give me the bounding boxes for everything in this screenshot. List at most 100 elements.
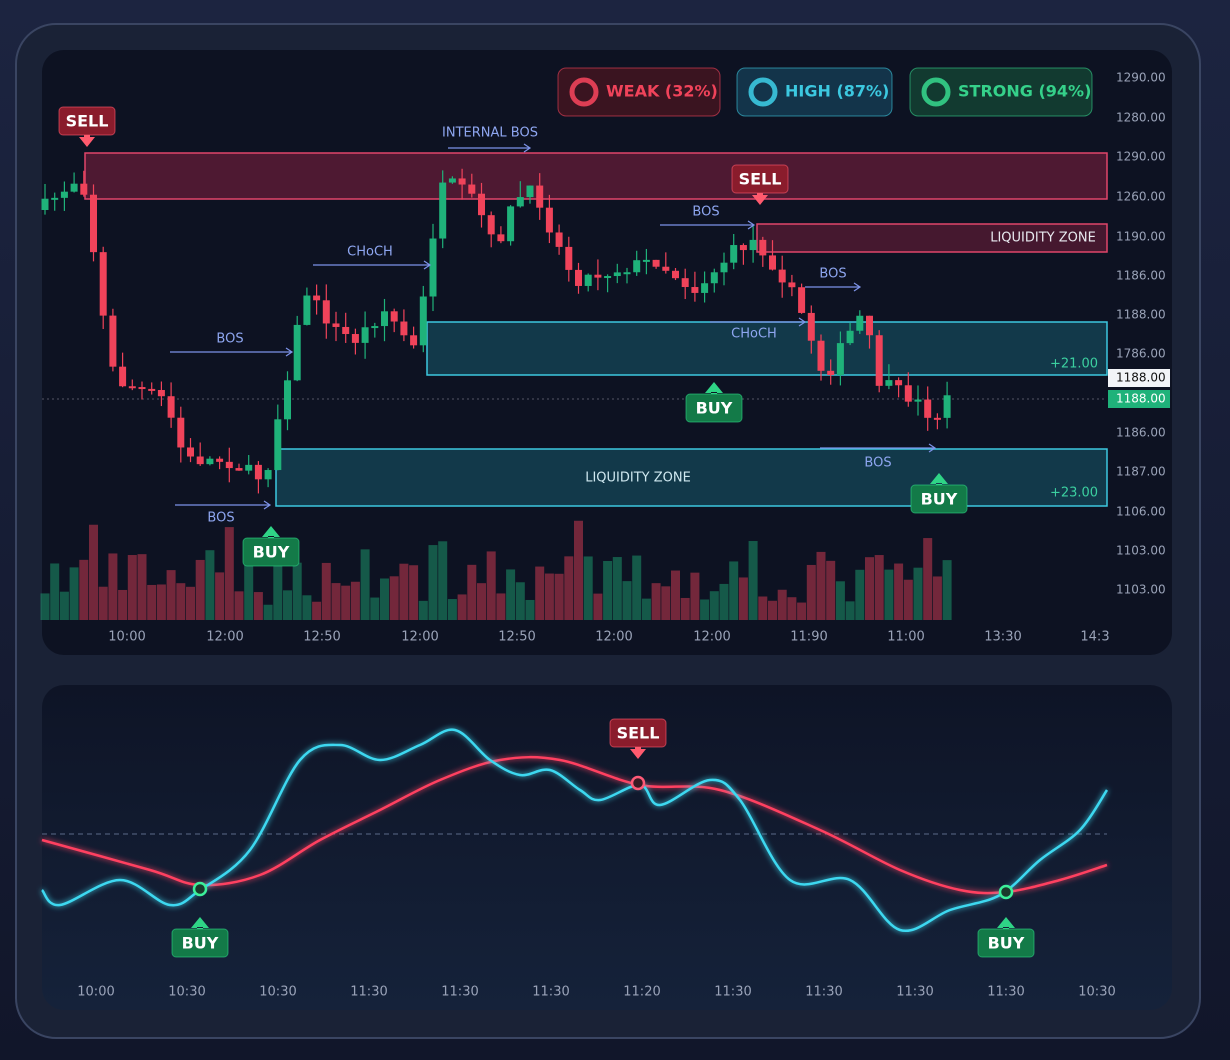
volume-bar: [467, 564, 477, 620]
volume-bar: [884, 569, 894, 620]
strength-badge: [557, 67, 721, 117]
candle-body: [943, 395, 951, 418]
volume-bar: [186, 586, 195, 620]
candle-body: [885, 380, 893, 386]
price-tick-label: 1290.00: [1116, 150, 1166, 164]
supply-zone: [756, 223, 1108, 253]
candle-body: [361, 327, 369, 343]
volume-bar: [253, 592, 263, 620]
candle-body: [827, 370, 835, 376]
osc-time-label: 11:30: [805, 985, 842, 1000]
candle-body: [322, 300, 330, 324]
volume-bar: [797, 602, 807, 620]
time-tick-label: 12:50: [498, 630, 535, 645]
volume-bar: [40, 593, 50, 620]
signal-arrow: [630, 746, 646, 759]
signal-label: BUY: [182, 934, 219, 953]
candle-body: [177, 417, 185, 448]
candle-body: [167, 396, 175, 418]
volume-bar: [680, 597, 690, 620]
candle-body: [254, 464, 262, 480]
candle-body: [575, 269, 582, 286]
volume-bar: [380, 578, 389, 620]
volume-bar: [709, 591, 719, 620]
volume-bar: [234, 591, 244, 620]
volume-bar: [137, 554, 147, 620]
candle-body: [109, 315, 117, 367]
time-tick-label: 12:00: [206, 630, 243, 645]
candle-body: [526, 185, 534, 198]
signal-label: SELL: [617, 724, 660, 743]
volume-bar: [89, 524, 98, 620]
volume-bar: [118, 589, 128, 620]
volume-bar: [515, 582, 525, 620]
volume-bar: [738, 577, 748, 620]
signal-box: [685, 393, 743, 423]
candle-body: [720, 262, 728, 273]
demand-zone: [275, 448, 1108, 507]
signal-box: [171, 928, 229, 958]
candle-body: [400, 321, 408, 336]
badge-label: HIGH (87%): [785, 82, 889, 101]
price-tick-label: 1190.00: [1116, 230, 1166, 244]
candle-body: [924, 399, 932, 418]
volume-bar: [932, 576, 942, 620]
volume-bar: [574, 520, 583, 620]
volume-bar: [700, 599, 710, 620]
volume-bar: [302, 595, 312, 620]
volume-bar: [156, 584, 166, 620]
structure-label: INTERNAL BOS: [442, 126, 538, 141]
candle-body: [604, 276, 612, 279]
candle-body: [817, 340, 825, 371]
candle-body: [381, 311, 388, 327]
time-tick-label: 11:90: [790, 630, 827, 645]
osc-time-label: 11:30: [532, 985, 569, 1000]
candle-body: [448, 178, 456, 183]
volume-bar: [477, 583, 486, 620]
candle-body: [798, 287, 806, 313]
candle-body: [788, 282, 796, 288]
signal-label: BUY: [988, 934, 1025, 953]
volume-bar: [438, 541, 448, 620]
candle-body: [264, 470, 272, 480]
candle-body: [478, 193, 485, 216]
volume-bar: [913, 567, 923, 620]
osc-time-label: 10:00: [77, 985, 114, 1000]
candle-body: [303, 295, 311, 325]
volume-bar: [147, 584, 157, 620]
candle-body: [759, 239, 767, 256]
volume-bar: [409, 565, 419, 620]
volume-bar: [79, 559, 89, 620]
structure-label: BOS: [216, 332, 243, 347]
candle-body: [904, 385, 912, 402]
volume-bar: [312, 601, 322, 620]
price-tick-label: 1188.00: [1116, 308, 1166, 322]
structure-label: BOS: [819, 267, 846, 282]
badge-label: STRONG (94%): [958, 82, 1091, 101]
price-tick-label: 1186.00: [1116, 426, 1166, 440]
volume-bar: [855, 569, 865, 620]
volume-bar: [263, 604, 273, 620]
candle-body: [662, 266, 670, 271]
structure-label: CHoCH: [731, 327, 777, 342]
candle-body: [90, 194, 97, 253]
gauge-ring: [748, 77, 778, 107]
signal-box: [977, 928, 1035, 958]
cross-marker: [998, 884, 1014, 900]
candle-body: [225, 461, 233, 469]
candle-body: [807, 312, 815, 341]
price-tick-label: 1187.00: [1116, 465, 1166, 479]
candle-body: [468, 184, 476, 194]
volume-bar: [593, 593, 603, 620]
candle-body: [565, 246, 573, 270]
candle-body: [119, 366, 127, 387]
volume-bar: [350, 581, 360, 620]
candle-body: [390, 311, 398, 322]
signal-box: [910, 484, 968, 514]
osc-time-label: 11:30: [896, 985, 933, 1000]
candle-body: [274, 419, 282, 471]
volume-bar: [729, 561, 739, 620]
oscillator-panel: [42, 685, 1172, 1010]
osc-time-label: 11:30: [441, 985, 478, 1000]
